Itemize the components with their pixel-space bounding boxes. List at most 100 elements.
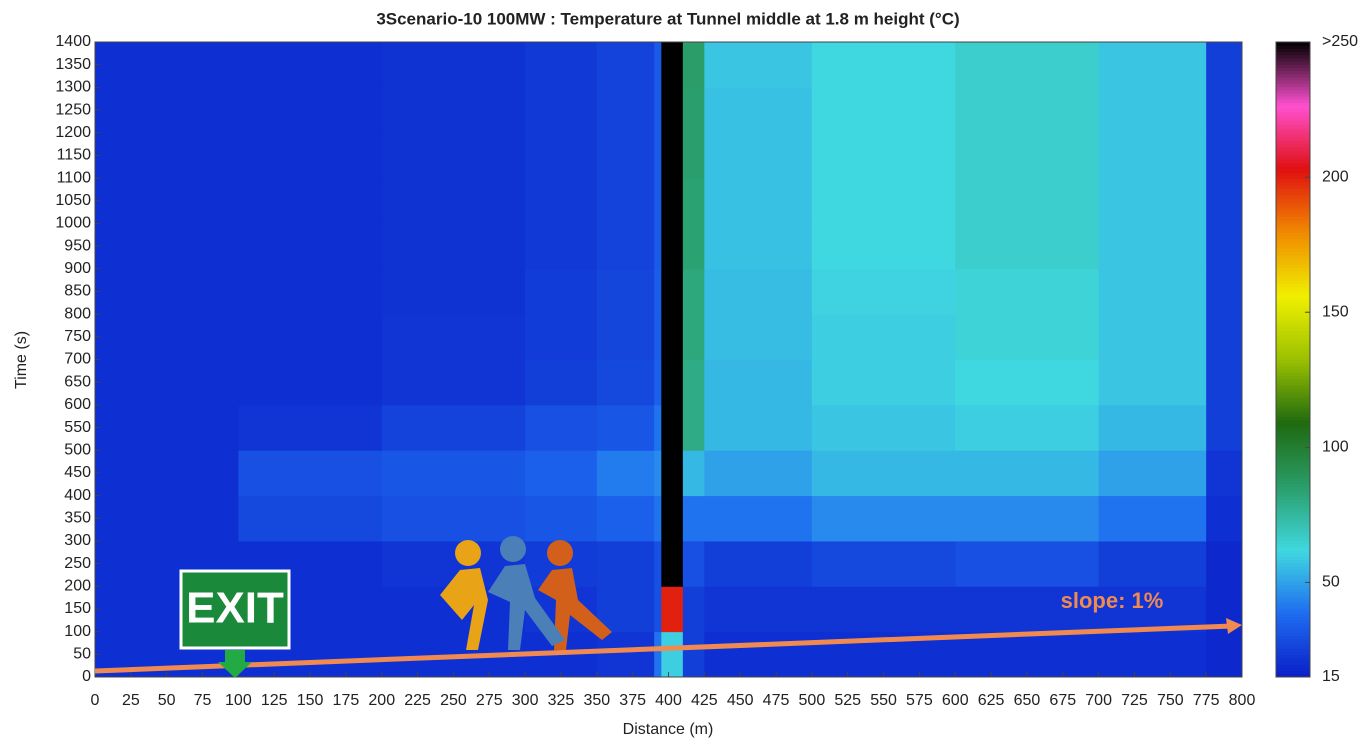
colorbar-step (1276, 318, 1310, 322)
colorbar-step (1276, 388, 1310, 392)
colorbar-step (1276, 331, 1310, 335)
heat-cell (597, 87, 655, 133)
heat-cell (1099, 541, 1207, 587)
heat-cell (382, 133, 526, 179)
heat-cell (812, 87, 956, 133)
heat-cell (597, 178, 655, 224)
colorbar-step (1276, 144, 1310, 148)
x-tick-label: 325 (548, 692, 575, 709)
heat-cell (597, 314, 655, 360)
colorbar-step (1276, 366, 1310, 370)
colorbar-step (1276, 544, 1310, 548)
x-tick-label: 675 (1049, 692, 1076, 709)
heat-cell (95, 42, 239, 88)
heat-cell (683, 450, 705, 496)
heat-cell (661, 42, 683, 88)
y-tick-label: 950 (64, 237, 91, 254)
heat-cell (955, 87, 1099, 133)
heat-cell (654, 178, 662, 224)
colorbar-step (1276, 642, 1310, 646)
colorbar-step (1276, 645, 1310, 649)
colorbar-step (1276, 636, 1310, 640)
heat-cell (683, 541, 705, 587)
y-tick-label: 1200 (55, 124, 91, 141)
y-tick-label: 700 (64, 351, 91, 368)
colorbar-step (1276, 213, 1310, 217)
y-axis-label: Time (s) (13, 331, 30, 389)
colorbar-step (1276, 474, 1310, 478)
heat-cell (955, 541, 1099, 587)
heat-cell (654, 632, 662, 678)
y-tick-label: 650 (64, 373, 91, 390)
heat-cell (525, 496, 597, 542)
heat-cell (955, 450, 1099, 496)
y-tick-label: 750 (64, 328, 91, 345)
x-tick-label: 100 (225, 692, 252, 709)
heat-cell (654, 223, 662, 269)
colorbar-step (1276, 277, 1310, 281)
heat-cell (654, 450, 662, 496)
heat-cell (812, 496, 956, 542)
colorbar-step (1276, 661, 1310, 665)
heat-cell (683, 632, 705, 678)
heat-cell (812, 541, 956, 587)
colorbar-step (1276, 455, 1310, 459)
colorbar-step (1276, 293, 1310, 297)
heat-cell (955, 405, 1099, 451)
y-tick-label: 850 (64, 283, 91, 300)
heat-cell (704, 632, 812, 678)
colorbar-step (1276, 493, 1310, 497)
heat-cell (597, 586, 655, 632)
colorbar-step (1276, 353, 1310, 357)
x-tick-label: 150 (297, 692, 324, 709)
colorbar-tick-label: 200 (1322, 168, 1349, 185)
heat-cell (597, 223, 655, 269)
heat-cell (1099, 632, 1207, 678)
colorbar-step (1276, 134, 1310, 138)
colorbar-step (1276, 594, 1310, 598)
colorbar-step (1276, 436, 1310, 440)
heat-cell (95, 133, 239, 179)
colorbar-step (1276, 71, 1310, 75)
colorbar-step (1276, 591, 1310, 595)
colorbar-step (1276, 369, 1310, 373)
colorbar-step (1276, 398, 1310, 402)
colorbar-step (1276, 404, 1310, 408)
heat-cell (683, 87, 705, 133)
heat-cell (238, 450, 382, 496)
colorbar-step (1276, 620, 1310, 624)
heat-cell (382, 223, 526, 269)
colorbar-step (1276, 467, 1310, 471)
colorbar-step (1276, 204, 1310, 208)
heat-cell (661, 314, 683, 360)
colorbar-step (1276, 175, 1310, 179)
heat-cell (95, 450, 239, 496)
x-tick-label: 425 (691, 692, 718, 709)
colorbar-step (1276, 74, 1310, 78)
colorbar-step (1276, 109, 1310, 113)
y-tick-label: 1100 (57, 169, 92, 186)
heat-cell (238, 42, 382, 88)
colorbar-step (1276, 61, 1310, 65)
y-tick-label: 500 (64, 441, 91, 458)
heat-cell (654, 541, 662, 587)
heat-cell (382, 87, 526, 133)
heat-cell (238, 360, 382, 406)
colorbar-step (1276, 236, 1310, 240)
heat-cell (597, 269, 655, 315)
colorbar-step (1276, 191, 1310, 195)
y-tick-label: 900 (64, 260, 91, 277)
heat-cell (654, 269, 662, 315)
colorbar-step (1276, 137, 1310, 141)
x-tick-label: 200 (368, 692, 395, 709)
heat-cell (382, 496, 526, 542)
heat-cell (1099, 405, 1207, 451)
heat-cell (812, 360, 956, 406)
heat-cell (683, 133, 705, 179)
heat-cell (238, 269, 382, 315)
colorbar-step (1276, 45, 1310, 49)
colorbar-tick-label: 150 (1322, 303, 1349, 320)
x-tick-label: 600 (942, 692, 969, 709)
heat-cell (661, 632, 683, 678)
heat-cell (812, 42, 956, 88)
